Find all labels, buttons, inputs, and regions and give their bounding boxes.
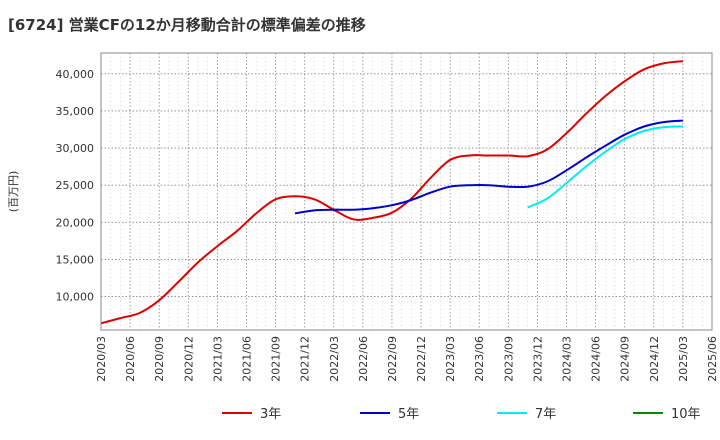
x-tick-label: 2020/03 (95, 336, 108, 382)
x-tick-label: 2024/06 (590, 336, 603, 382)
y-tick-label: 20,000 (56, 216, 95, 229)
x-tick-label: 2020/09 (153, 336, 166, 382)
legend-item[interactable]: 10年 (633, 407, 701, 422)
chart-title: [6724] 営業CFの12か月移動合計の標準偏差の推移 (8, 16, 366, 34)
legend-label: 3年 (260, 407, 281, 422)
legend-item[interactable]: 7年 (497, 407, 556, 422)
series (100, 60, 683, 325)
x-tick-label: 2022/03 (328, 336, 341, 382)
x-tick-label: 2025/03 (677, 336, 690, 382)
x-tick-label: 2021/06 (240, 336, 253, 382)
y-tick-label: 40,000 (56, 68, 95, 81)
y-tick-label: 30,000 (56, 142, 95, 155)
series-line-7年 (527, 125, 683, 209)
x-tick-label: 2023/03 (444, 336, 457, 382)
series-line-5年 (294, 119, 683, 215)
y-tick-label: 10,000 (56, 291, 95, 304)
y-axis: 10,000 15,000 20,000 25,000 30,000 35,000 40,0… (56, 68, 95, 304)
legend: 3年 5年 7年 10年 (222, 407, 701, 422)
x-tick-label: 2020/12 (182, 336, 195, 382)
x-axis: 2020/03 2020/06 2020/09 2020/12 2021/03 2021/… (95, 336, 719, 382)
series-line-3年 (100, 60, 683, 325)
x-tick-label: 2024/09 (619, 336, 632, 382)
x-tick-label: 2024/12 (648, 336, 661, 382)
legend-item[interactable]: 3年 (222, 407, 281, 422)
x-tick-label: 2021/09 (270, 336, 283, 382)
x-tick-label: 2023/09 (502, 336, 515, 382)
x-tick-label: 2020/06 (124, 336, 137, 382)
x-tick-label: 2022/12 (415, 336, 428, 382)
x-tick-label: 2023/12 (531, 336, 544, 382)
x-tick-label: 2022/09 (386, 336, 399, 382)
legend-label: 7年 (535, 407, 556, 422)
legend-label: 5年 (398, 407, 419, 422)
plot-frame (100, 52, 713, 331)
grid (101, 53, 712, 330)
legend-item[interactable]: 5年 (360, 407, 419, 422)
y-tick-label: 35,000 (56, 105, 95, 118)
y-axis-label: (百万円) (7, 171, 20, 213)
y-tick-label: 15,000 (56, 253, 95, 266)
legend-label: 10年 (671, 407, 701, 422)
x-tick-label: 2022/06 (357, 336, 370, 382)
y-tick-label: 25,000 (56, 179, 95, 192)
x-tick-label: 2024/03 (561, 336, 574, 382)
x-tick-label: 2023/06 (473, 336, 486, 382)
x-tick-label: 2021/12 (299, 336, 312, 382)
x-tick-label: 2025/06 (706, 336, 719, 382)
x-tick-label: 2021/03 (211, 336, 224, 382)
